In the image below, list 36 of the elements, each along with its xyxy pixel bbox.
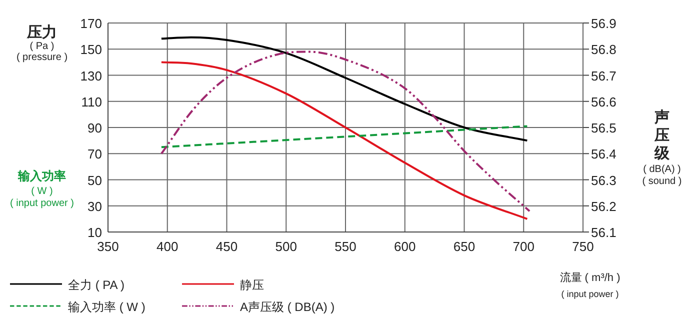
y2-axis-title: 声压级 ( dB(A) ) ( sound ) bbox=[642, 109, 682, 187]
x-tick-label: 750 bbox=[572, 239, 594, 254]
y2-tick-label: 56.4 bbox=[591, 146, 616, 162]
legend-label: 全力 ( PA ) bbox=[68, 278, 124, 292]
y2-tick-label: 56.5 bbox=[591, 120, 616, 136]
y-tick-label: 130 bbox=[80, 68, 102, 84]
y2-tick-label: 56.7 bbox=[591, 68, 616, 84]
y-tick-label: 30 bbox=[88, 198, 102, 214]
y2-tick-label: 56.9 bbox=[591, 16, 616, 31]
y-tick-label: 70 bbox=[88, 146, 102, 162]
y-axis-title: 压力 ( Pa ) ( pressure ) bbox=[16, 24, 68, 63]
y-tick-label: 50 bbox=[88, 172, 102, 188]
line-series bbox=[160, 36, 528, 142]
y-tick-label: 90 bbox=[88, 120, 102, 136]
y-tick-label: 110 bbox=[81, 94, 102, 110]
y2-tick-label: 56.6 bbox=[591, 94, 616, 110]
legend-label: 输入功率 ( W ) bbox=[68, 300, 146, 314]
y2-tick-label: 56.3 bbox=[591, 172, 616, 188]
x-tick-label: 550 bbox=[334, 239, 356, 254]
y-tick-label: 150 bbox=[80, 42, 102, 58]
x-axis-title: 流量 ( m³/h ) ( input power ) bbox=[560, 271, 620, 299]
x-tick-label: 400 bbox=[156, 239, 178, 254]
x-tick-label: 600 bbox=[394, 239, 416, 254]
legend-label: A声压级 ( DB(A) ) bbox=[240, 300, 335, 314]
y2-tick-label: 56.8 bbox=[591, 42, 616, 58]
legend-label: 静压 bbox=[240, 278, 264, 292]
x-tick-label: 450 bbox=[216, 239, 238, 254]
x-tick-label: 350 bbox=[97, 239, 119, 254]
y2-tick-label: 56.2 bbox=[591, 198, 616, 214]
y-tick-label: 170 bbox=[80, 16, 102, 31]
x-tick-label: 650 bbox=[453, 239, 476, 254]
x-tick-label: 700 bbox=[512, 239, 534, 254]
text: 输入功率 ( W ) ( input power ) bbox=[10, 169, 74, 209]
y2-tick-label: 56.1 bbox=[591, 225, 616, 240]
y-tick-label: 10 bbox=[88, 225, 102, 240]
x-tick-label: 500 bbox=[275, 239, 297, 254]
